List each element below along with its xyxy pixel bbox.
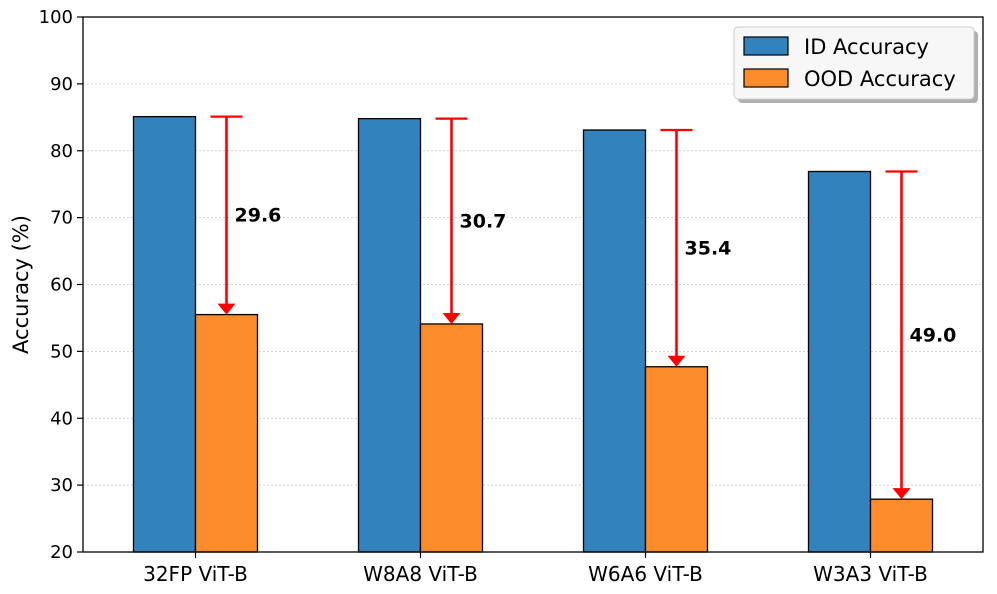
drop-value-label: 29.6 — [235, 205, 282, 227]
y-tick-label: 90 — [50, 74, 73, 95]
y-tick-label: 50 — [50, 341, 73, 362]
legend-box — [733, 26, 975, 100]
drop-arrow-head — [892, 488, 911, 500]
drop-value-label: 35.4 — [685, 237, 732, 259]
y-tick-label: 20 — [50, 542, 73, 563]
bar-id-accuracy — [582, 129, 647, 553]
x-tick-label: W8A8 ViT-B — [363, 562, 478, 586]
drop-arrows: 29.6 30.7 35.4 49.0 — [210, 115, 957, 500]
bar-ood-accuracy — [644, 366, 709, 553]
bars — [132, 115, 934, 553]
bar-ood-accuracy — [869, 498, 934, 553]
y-tick-label: 60 — [50, 275, 73, 296]
drop-value-label: 30.7 — [460, 210, 507, 232]
y-tick-label: 30 — [50, 475, 73, 496]
drop-arrow-head — [667, 355, 686, 367]
drop-value-label: 49.0 — [910, 324, 957, 346]
bar-id-accuracy — [807, 170, 872, 553]
legend-swatch-id-accuracy — [743, 36, 789, 56]
bar-id-accuracy — [357, 118, 422, 553]
x-tick-label: W3A3 ViT-B — [813, 562, 928, 586]
legend-label-ood-accuracy: OOD Accuracy — [804, 67, 956, 91]
x-tick-label: W6A6 ViT-B — [588, 562, 703, 586]
y-tick-label: 100 — [39, 7, 73, 28]
drop-arrow-head — [217, 303, 236, 315]
y-tick-label: 80 — [50, 141, 73, 162]
drop-arrow-head — [442, 312, 461, 324]
bar-ood-accuracy — [194, 313, 259, 553]
bar-id-accuracy — [132, 115, 197, 553]
legend: ID Accuracy OOD Accuracy — [733, 26, 978, 103]
x-tick-label: 32FP ViT-B — [143, 562, 248, 586]
y-tick-label: 70 — [50, 208, 73, 229]
x-axis-ticks: 32FP ViT-B W8A8 ViT-B W6A6 ViT-B W3A3 ViT-B — [143, 552, 928, 586]
legend-swatch-ood-accuracy — [743, 68, 789, 88]
y-tick-label: 40 — [50, 408, 73, 429]
legend-label-id-accuracy: ID Accuracy — [804, 35, 929, 59]
bar-ood-accuracy — [419, 323, 484, 553]
y-axis-ticks: 20 30 40 50 60 70 80 90 100 — [39, 7, 83, 563]
y-axis-title: Accuracy (%) — [9, 215, 33, 354]
